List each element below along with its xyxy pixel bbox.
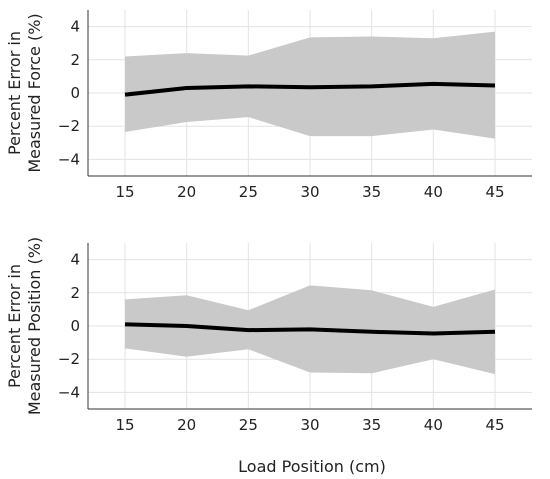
y-tick-label: 4 xyxy=(70,251,80,269)
error-band xyxy=(125,31,495,139)
y-tick-label: −4 xyxy=(58,383,80,401)
y-tick-label: 2 xyxy=(70,51,80,69)
x-tick-label: 15 xyxy=(115,183,134,201)
x-tick-label: 30 xyxy=(300,416,319,434)
y-axis-label: Percent Error inMeasured Position (%) xyxy=(5,237,44,415)
y-axis-label: Percent Error inMeasured Force (%) xyxy=(5,13,44,172)
x-tick-label: 25 xyxy=(239,183,258,201)
x-tick-label: 30 xyxy=(300,183,319,201)
x-tick-label: 25 xyxy=(239,416,258,434)
x-tick-label: 45 xyxy=(485,416,504,434)
y-tick-label: −2 xyxy=(58,117,80,135)
y-tick-label: −4 xyxy=(58,150,80,168)
x-tick-label: 40 xyxy=(424,416,443,434)
y-tick-label: 4 xyxy=(70,18,80,36)
x-tick-label: 15 xyxy=(115,416,134,434)
y-tick-label: −2 xyxy=(58,350,80,368)
y-axis-label-line: Measured Force (%) xyxy=(25,13,44,172)
x-tick-label: 35 xyxy=(362,416,381,434)
y-tick-label: 0 xyxy=(70,317,80,335)
y-axis-label-line: Percent Error in xyxy=(5,31,24,155)
x-tick-label: 40 xyxy=(424,183,443,201)
x-tick-label: 35 xyxy=(362,183,381,201)
x-axis-label: Load Position (cm) xyxy=(238,457,386,476)
x-tick-label: 20 xyxy=(177,416,196,434)
y-axis-label-line: Percent Error in xyxy=(5,264,24,388)
y-axis-label-line: Measured Position (%) xyxy=(25,237,44,415)
x-tick-label: 20 xyxy=(177,183,196,201)
y-tick-label: 2 xyxy=(70,284,80,302)
y-tick-label: 0 xyxy=(70,84,80,102)
x-tick-label: 45 xyxy=(485,183,504,201)
